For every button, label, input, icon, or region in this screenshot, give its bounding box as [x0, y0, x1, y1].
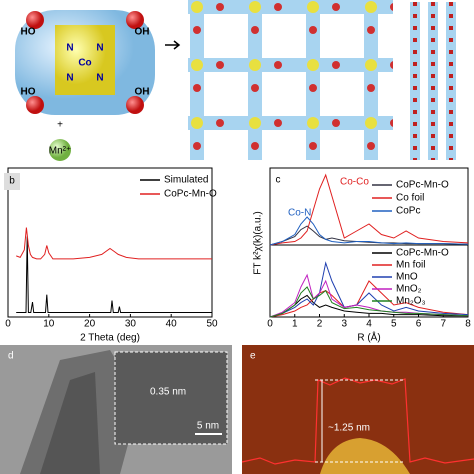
- atom-label: N: [96, 43, 103, 54]
- legend-label: Simulated: [164, 175, 208, 186]
- panel-e: [241, 345, 474, 474]
- mn-ion: [49, 139, 71, 161]
- height-label: ~1.25 nm: [328, 423, 370, 434]
- sheet: [40, 372, 100, 474]
- legend-label: Mn₂O₃: [396, 296, 426, 307]
- series-line: [269, 261, 469, 318]
- x-tick-label: 8: [465, 319, 471, 330]
- x-tick-label: 7: [440, 319, 446, 330]
- x-tick-label: 1: [292, 319, 298, 330]
- legend-label: CoPc-Mn-O: [396, 180, 449, 191]
- panel-label: e: [250, 351, 256, 362]
- x-tick-label: 0: [5, 319, 11, 330]
- x-tick-label: 6: [416, 319, 422, 330]
- flake: [320, 438, 410, 474]
- annotation: Co-Co: [340, 177, 369, 188]
- x-tick-label: 0: [267, 319, 273, 330]
- x-tick-label: 3: [341, 319, 347, 330]
- panel-label: d: [8, 351, 14, 362]
- legend-label: CoPc-Mn-O: [396, 248, 449, 259]
- series-line: [269, 286, 469, 318]
- legend-label: Co foil: [396, 193, 424, 204]
- legend-label: MnO₂: [396, 284, 422, 295]
- panel-d: [0, 345, 232, 474]
- atom-label: HO: [21, 87, 36, 98]
- atom: [26, 11, 44, 29]
- x-tick-label: 5: [391, 319, 397, 330]
- x-tick-label: 10: [43, 319, 55, 330]
- framework: [188, 0, 393, 160]
- scale-label: 5 nm: [197, 421, 219, 432]
- x-tick-label: 20: [84, 319, 96, 330]
- legend-label: MnO: [396, 272, 418, 283]
- x-axis-label: 2 Theta (deg): [80, 333, 140, 344]
- arrow: [165, 40, 181, 50]
- x-tick-label: 50: [206, 319, 218, 330]
- panel-b-frame: [4, 167, 213, 318]
- label-tab: [4, 173, 20, 190]
- series-line: [269, 294, 468, 318]
- x-tick-label: 4: [366, 319, 372, 330]
- atom-label: N: [96, 73, 103, 84]
- spacing-label: 0.35 nm: [150, 387, 186, 398]
- atom-label: N: [66, 43, 73, 54]
- atom: [126, 96, 144, 114]
- atom-label: N: [66, 73, 73, 84]
- panel-a: [15, 0, 456, 161]
- series-line: [269, 216, 469, 246]
- x-axis-label: R (Å): [357, 331, 380, 344]
- x-tick-label: 30: [125, 319, 137, 330]
- atom-label: HO: [21, 27, 36, 38]
- ion-label: Mn²⁺: [49, 146, 72, 157]
- core: [55, 25, 115, 95]
- annotation: Co-N: [288, 208, 311, 219]
- series-line: [269, 280, 469, 318]
- atom-label: Co: [78, 58, 91, 69]
- panel-label: c: [276, 175, 281, 186]
- atom-label: OH: [135, 27, 150, 38]
- plus-sign: +: [57, 120, 63, 131]
- atom: [126, 11, 144, 29]
- x-tick-label: 2: [317, 319, 323, 330]
- legend-label: Mn foil: [396, 260, 425, 271]
- atom: [26, 96, 44, 114]
- axes-frame: [7, 167, 213, 318]
- y-axis-label: FT k²χ(k)(a.u.): [253, 211, 264, 274]
- series-line: [269, 273, 469, 318]
- inset: [114, 351, 228, 445]
- stacks: [410, 2, 456, 160]
- legend-label: CoPc: [396, 206, 420, 217]
- legend-label: CoPc-Mn-O: [164, 189, 217, 200]
- x-tick-label: 40: [166, 319, 178, 330]
- series-line: [16, 236, 212, 313]
- series-line: [269, 225, 469, 246]
- series-line: [269, 173, 469, 246]
- series-line: [16, 227, 212, 260]
- atom-label: OH: [135, 87, 150, 98]
- panel-label: b: [9, 176, 15, 187]
